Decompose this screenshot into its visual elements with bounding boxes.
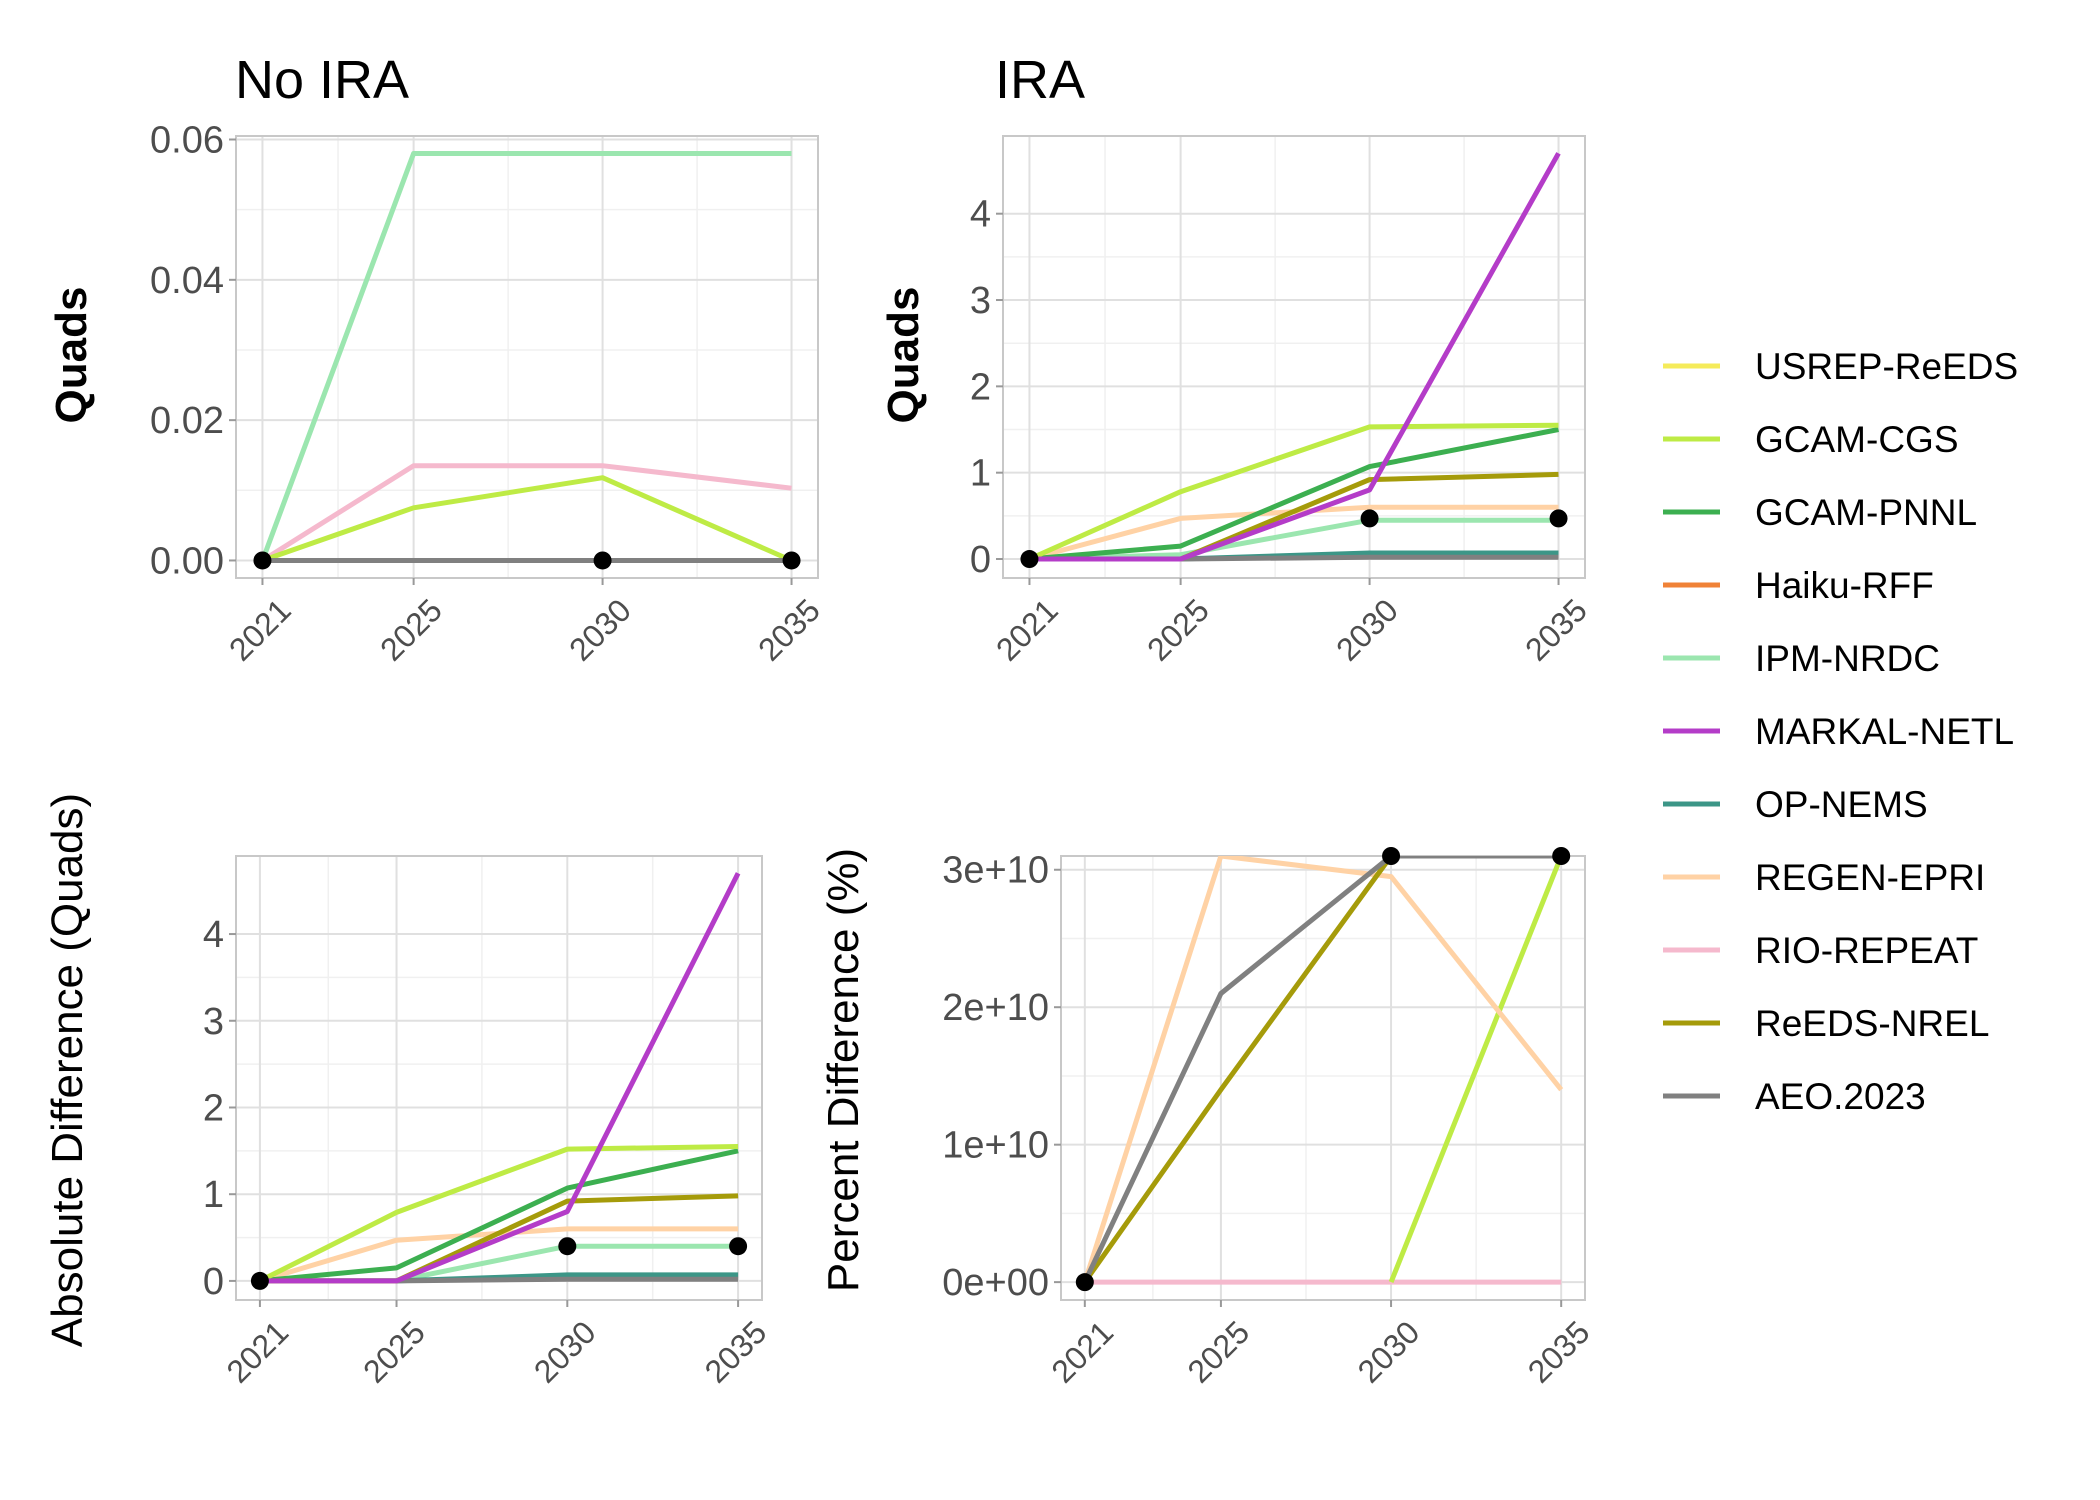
series-line-regen-epri (259, 1226, 739, 1284)
legend-label: MARKAL-NETL (1755, 711, 2014, 752)
data-point (253, 551, 272, 570)
series-line-gcam-cgs (258, 1144, 739, 1284)
y-tick-label: 0e+00 (942, 1262, 1049, 1304)
panel-border (1060, 855, 1586, 1301)
series-line-markal-netl (259, 872, 741, 1284)
grid (236, 856, 762, 1300)
y-tick-label: 2 (203, 1087, 224, 1129)
legend-label: REGEN-EPRI (1755, 857, 1985, 898)
y-tick-label: 1 (970, 453, 991, 495)
y-tick-label: 0 (970, 539, 991, 581)
legend: USREP-ReEDS GCAM-CGS GCAM-PNNL Haiku-RFF IPM… (1663, 346, 2018, 1117)
data-point (250, 1271, 269, 1290)
series-line-rio-repeat (261, 463, 792, 563)
data-point (782, 551, 801, 570)
panel-border (235, 855, 763, 1301)
y-tick-label: 0.00 (150, 540, 224, 582)
legend-label: IPM-NRDC (1755, 638, 1940, 679)
y-tick-label: 4 (203, 914, 224, 956)
legend-item: IPM-NRDC (1663, 638, 1940, 679)
y-axis-label: Quads (47, 287, 96, 424)
legend-label: GCAM-PNNL (1755, 492, 1977, 533)
data-point (1020, 550, 1039, 569)
legend-label: AEO.2023 (1755, 1076, 1926, 1117)
series-line-gcam-pnnl (259, 1148, 739, 1284)
y-tick-label: 0 (203, 1261, 224, 1303)
series-line-gcam-cgs (1028, 422, 1559, 562)
y-tick-label: 1 (203, 1174, 224, 1216)
series-lines (1082, 856, 1564, 1285)
data-point (1075, 1273, 1094, 1292)
series-line-markal-netl (1029, 152, 1561, 562)
data-point (1382, 847, 1401, 865)
data-point (593, 551, 612, 570)
legend-label: Haiku-RFF (1755, 565, 1934, 606)
series-line-reeds-nrel (1082, 856, 1562, 1284)
series-lines (1028, 152, 1561, 562)
legend-item: ReEDS-NREL (1663, 1003, 1989, 1044)
series-lines (260, 151, 793, 563)
panel-title: No IRA (235, 50, 409, 110)
legend-item: USREP-ReEDS (1663, 346, 2018, 387)
data-point (1549, 509, 1568, 528)
y-tick-label: 2e+10 (942, 987, 1049, 1029)
y-axis-label: Percent Difference (%) (819, 848, 868, 1292)
y-tick-label: 2 (970, 366, 991, 408)
series-line-ipm-nrdc (260, 151, 792, 562)
legend-item: MARKAL-NETL (1663, 711, 2014, 752)
legend-label: ReEDS-NREL (1755, 1003, 1989, 1044)
series-lines (258, 872, 741, 1284)
y-tick-label: 0.02 (150, 400, 224, 442)
y-tick-label: 3 (970, 280, 991, 322)
series-line-aeo-2023 (1082, 856, 1562, 1284)
legend-label: USREP-ReEDS (1755, 346, 2018, 387)
panel-border (235, 135, 819, 579)
legend-label: OP-NEMS (1755, 784, 1928, 825)
series-line-gcam-cgs (261, 475, 793, 563)
y-tick-label: 0.06 (150, 120, 224, 162)
series-line-gcam-cgs (1388, 856, 1564, 1284)
legend-label: GCAM-CGS (1755, 419, 1959, 460)
legend-label: RIO-REPEAT (1755, 930, 1978, 971)
y-tick-label: 0.04 (150, 260, 224, 302)
data-point (1552, 847, 1571, 865)
data-point (1360, 509, 1379, 528)
grid (1061, 856, 1585, 1300)
panel-percent-difference: Percent Difference (%) 0e+00 1e+10 2e+10 3e… (819, 847, 1597, 1390)
legend-item: OP-NEMS (1663, 784, 1928, 825)
y-tick-label: 1e+10 (942, 1125, 1049, 1167)
series-line-gcam-pnnl (1029, 427, 1559, 562)
legend-item: REGEN-EPRI (1663, 857, 1985, 898)
legend-item: Haiku-RFF (1663, 565, 1934, 606)
legend-item: GCAM-PNNL (1663, 492, 1977, 533)
legend-item: RIO-REPEAT (1663, 930, 1978, 971)
y-tick-label: 4 (970, 194, 991, 236)
series-line-regen-epri (1082, 856, 1564, 1283)
legend-item: AEO.2023 (1663, 1076, 1926, 1117)
panel-title: IRA (995, 50, 1085, 110)
y-axis-label: Absolute Difference (Quads) (43, 793, 92, 1347)
panel-border (1002, 135, 1586, 579)
y-tick-label: 3e+10 (942, 850, 1049, 892)
legend-item: GCAM-CGS (1663, 419, 1959, 460)
data-point (558, 1237, 577, 1256)
series-line-regen-epri (1028, 504, 1559, 562)
y-axis-label: Quads (879, 287, 928, 424)
y-tick-label: 3 (203, 1001, 224, 1043)
data-point (729, 1237, 748, 1256)
